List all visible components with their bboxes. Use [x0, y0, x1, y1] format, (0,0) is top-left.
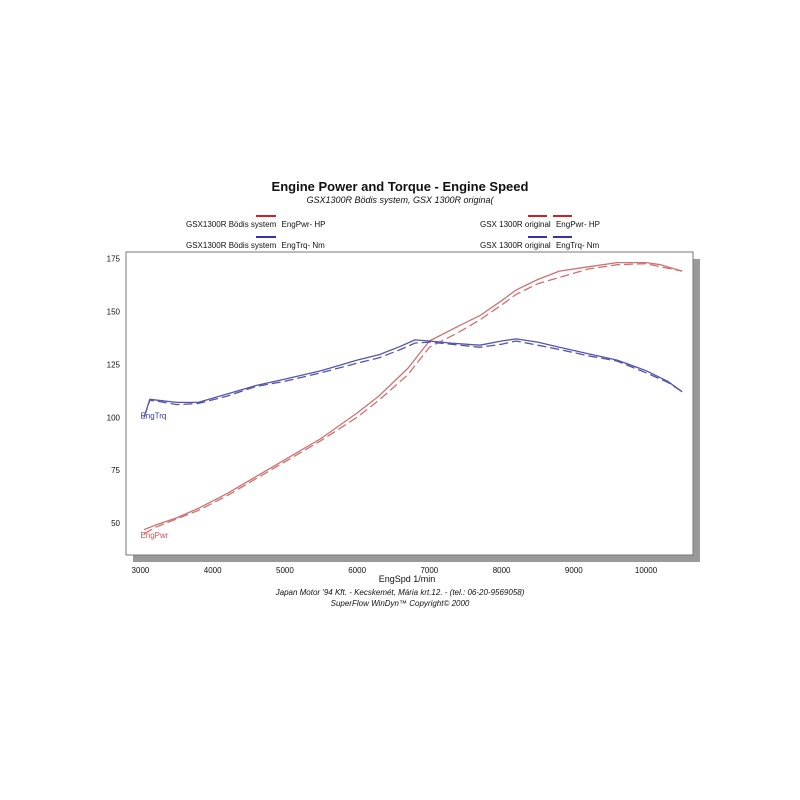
- y-tick-label: 75: [111, 466, 120, 475]
- footer-company-line: Japan Motor '94 Kft. - Kecskemét, Mária …: [275, 588, 525, 597]
- series-line-0: [143, 261, 683, 531]
- chart-title: Engine Power and Torque - Engine Speed: [271, 179, 529, 194]
- legend-swatch-bodis-power: [256, 215, 276, 217]
- legend-series-name: GSX1300R Bödis system: [186, 220, 277, 229]
- plot-shadow-bottom: [133, 555, 700, 562]
- legend-series-unit: EngTrq- Nm: [281, 241, 325, 250]
- x-tick-label: 5000: [276, 566, 294, 575]
- series-line-3: [143, 340, 683, 418]
- x-tick-label: 10000: [635, 566, 658, 575]
- curve-label-engpwr: EngPwr: [140, 531, 168, 540]
- x-tick-label: 3000: [132, 566, 150, 575]
- legend-series-name: GSX 1300R original: [480, 241, 551, 250]
- x-tick-label: 6000: [348, 566, 366, 575]
- series-line-1: [143, 263, 683, 535]
- legend-swatch-original-power: [528, 215, 572, 217]
- legend-swatch-bodis-torque: [256, 236, 276, 238]
- legend-series-name: GSX 1300R original: [480, 220, 551, 229]
- x-tick-label: 7000: [420, 566, 438, 575]
- legend-series-name: GSX1300R Bödis system: [186, 241, 277, 250]
- plot-area: [125, 251, 694, 556]
- footer-software-line: SuperFlow WinDyn™ Copyright© 2000: [330, 599, 470, 608]
- y-tick-label: 150: [107, 307, 121, 316]
- legend-swatch-original-torque: [528, 236, 572, 238]
- legend-series-unit: EngTrq- Nm: [555, 241, 600, 250]
- x-tick-label: 4000: [204, 566, 222, 575]
- plot-shadow: [693, 259, 700, 562]
- legend-label-bodis-torque: GSX1300R Bödis system EngTrq- Nm: [186, 241, 325, 250]
- curve-label-engtrq: EngTrq: [140, 411, 166, 420]
- legend-label-original-torque: GSX 1300R original EngTrq- Nm: [480, 241, 599, 250]
- chart-subtitle: GSX1300R Bödis system, GSX 1300R origina…: [306, 195, 494, 205]
- y-tick-label: 50: [111, 519, 120, 528]
- x-tick-label: 9000: [565, 566, 583, 575]
- y-tick-label: 125: [107, 360, 121, 369]
- legend-series-unit: EngPwr- HP: [555, 220, 600, 229]
- series-line-2: [143, 338, 683, 418]
- legend-label-bodis-power: GSX1300R Bödis system EngPwr- HP: [186, 220, 326, 229]
- x-tick-label: 8000: [493, 566, 511, 575]
- y-tick-label: 175: [107, 254, 121, 263]
- legend-label-original-power: GSX 1300R original EngPwr- HP: [480, 220, 600, 229]
- legend-series-unit: EngPwr- HP: [281, 220, 326, 229]
- x-axis-label: EngSpd 1/min: [379, 574, 436, 584]
- y-tick-label: 100: [107, 413, 121, 422]
